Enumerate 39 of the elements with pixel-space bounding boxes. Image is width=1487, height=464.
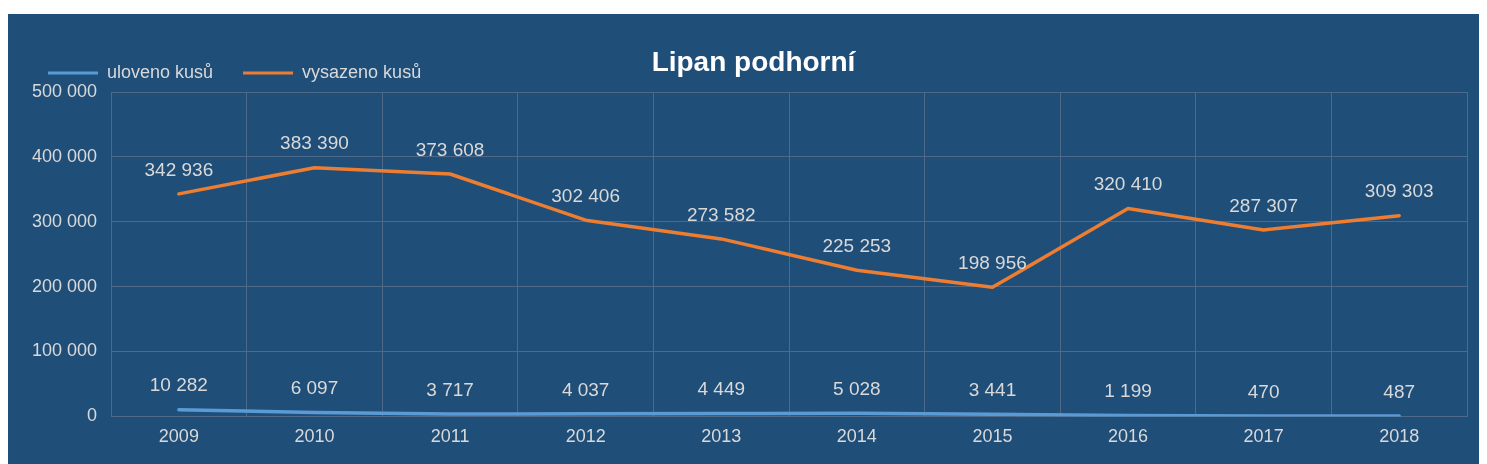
x-tick-label: 2013	[701, 426, 742, 447]
x-tick-label: 2017	[1243, 426, 1284, 447]
data-label: 373 608	[415, 138, 485, 160]
y-tick-label: 400 000	[31, 145, 98, 166]
x-tick-label: 2018	[1379, 426, 1420, 447]
data-label: 287 307	[1229, 194, 1298, 216]
data-label: 309 303	[1364, 180, 1434, 202]
data-label: 342 936	[144, 158, 214, 180]
y-tick-label: 0	[87, 405, 98, 426]
chart-title: Lipan podhorní	[651, 45, 857, 77]
data-label: 10 282	[149, 374, 208, 396]
x-tick-label: 2009	[158, 426, 199, 447]
x-tick-label: 2011	[430, 426, 470, 447]
data-label: 198 956	[958, 252, 1027, 274]
data-label: 470	[1247, 380, 1280, 402]
x-tick-label: 2015	[972, 426, 1013, 447]
data-label: 6 097	[290, 377, 339, 399]
data-label: 320 410	[1093, 173, 1163, 195]
data-label: 3 717	[426, 378, 474, 400]
data-label: 1 199	[1104, 380, 1152, 402]
x-tick-label: 2010	[294, 426, 335, 447]
data-label: 4 037	[561, 378, 610, 400]
data-label: 4 449	[697, 378, 746, 400]
data-label: 302 406	[551, 184, 620, 206]
y-tick-label: 300 000	[31, 210, 98, 231]
data-label: 383 390	[280, 132, 349, 154]
data-label: 273 582	[686, 203, 756, 225]
data-label: 487	[1383, 380, 1416, 402]
data-label: 3 441	[968, 378, 1017, 400]
x-tick-label: 2012	[565, 426, 606, 447]
legend-label: vysazeno kusů	[302, 61, 422, 82]
y-tick-label: 200 000	[31, 275, 98, 296]
x-tick-label: 2014	[836, 426, 877, 447]
x-tick-label: 2016	[1107, 426, 1149, 447]
y-tick-label: 100 000	[31, 340, 98, 361]
legend-label: uloveno kusů	[107, 61, 214, 82]
data-label: 5 028	[833, 377, 881, 399]
data-label: 225 253	[822, 234, 892, 256]
y-tick-label: 500 000	[31, 80, 98, 101]
